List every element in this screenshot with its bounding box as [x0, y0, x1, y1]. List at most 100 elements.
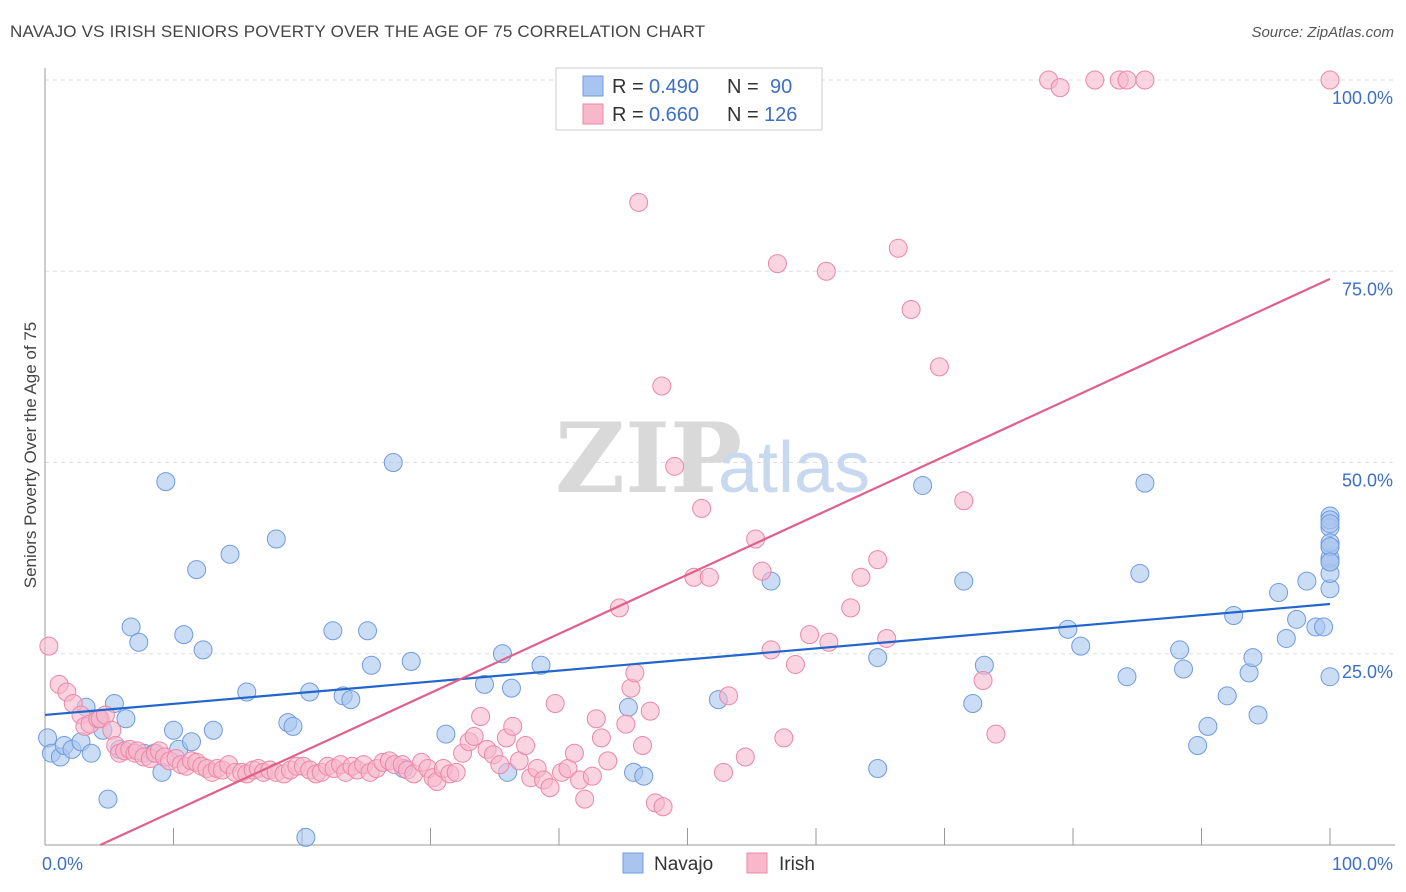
irish-point: [39, 636, 59, 656]
irish-point: [901, 300, 921, 319]
irish-point: [752, 561, 772, 581]
navajo-point: [1248, 705, 1268, 725]
irish-point: [582, 766, 602, 786]
navajo-point: [1198, 716, 1218, 736]
trend-lines: [44, 277, 1331, 846]
watermark-atlas: atlas: [718, 428, 870, 508]
navajo-point: [1320, 667, 1340, 687]
x-tick-label: 0.0%: [42, 854, 83, 874]
navajo-point: [361, 655, 381, 675]
irish-point: [713, 762, 733, 782]
navajo-point: [436, 724, 456, 744]
y-tick-label: 50.0%: [1342, 471, 1393, 491]
irish-point: [616, 714, 636, 734]
navajo-point: [341, 690, 361, 710]
navajo-point: [1217, 686, 1237, 706]
irish-point: [954, 491, 974, 511]
gridlines: [45, 79, 1395, 655]
bottom-legend-swatch-navajo: [622, 852, 644, 874]
irish-point: [1135, 70, 1155, 90]
navajo-point: [129, 632, 149, 652]
navajo-point: [954, 571, 974, 591]
navajo-point: [1174, 659, 1194, 679]
legend-r-label-irish: R =: [612, 104, 644, 126]
irish-point: [652, 376, 672, 396]
navajo-point: [531, 655, 551, 675]
navajo-point: [283, 716, 303, 736]
legend-r-value-navajo: 0.490: [649, 76, 699, 98]
navajo-point: [174, 625, 194, 645]
navajo-point: [121, 617, 141, 637]
navajo-point: [181, 732, 201, 752]
navajo-point: [1320, 552, 1340, 572]
navajo-point: [164, 720, 183, 740]
irish-point: [800, 625, 820, 645]
irish-point: [598, 751, 618, 771]
watermark: ZIP atlas: [555, 402, 870, 515]
navajo-point: [98, 789, 118, 809]
navajo-point: [323, 621, 343, 641]
watermark-zip: ZIP: [555, 402, 742, 515]
bottom-legend: Navajo Irish: [622, 852, 815, 875]
y-tick-label: 25.0%: [1342, 662, 1393, 682]
irish-point: [699, 567, 719, 587]
navajo-point: [474, 674, 494, 694]
bottom-legend-label-navajo: Navajo: [654, 854, 713, 875]
irish-point: [503, 716, 523, 736]
navajo-point: [156, 472, 176, 492]
legend-r-label-navajo: R =: [612, 76, 644, 98]
irish-point: [888, 238, 908, 258]
navajo-point: [296, 827, 316, 847]
irish-point: [761, 640, 781, 660]
irish-point: [516, 736, 536, 756]
bottom-legend-swatch-irish: [746, 852, 768, 874]
navajo-point: [1314, 617, 1334, 637]
source-label: Source: ZipAtlas.com: [1251, 24, 1394, 41]
navajo-point: [963, 693, 983, 713]
x-tick-label: 100.0%: [1332, 854, 1393, 874]
irish-point: [653, 797, 673, 817]
irish-point: [471, 706, 491, 726]
legend-box: R = 0.490 N = 90 R = 0.660 N = 126: [555, 67, 823, 131]
navajo-point: [1135, 473, 1155, 493]
navajo-point: [868, 648, 888, 668]
navajo-trend-line: [44, 602, 1331, 717]
irish-point: [446, 762, 466, 782]
irish-point: [545, 693, 565, 713]
navajo-point: [868, 759, 888, 778]
navajo-point: [1170, 640, 1190, 660]
navajo-point: [266, 529, 286, 549]
irish-point: [692, 498, 712, 518]
navajo-point: [401, 651, 421, 671]
bottom-legend-label-irish: Irish: [779, 854, 815, 875]
navajo-point: [1117, 667, 1137, 687]
irish-point: [929, 357, 949, 377]
legend-n-value-navajo: 90: [770, 76, 792, 98]
navajo-point: [383, 453, 403, 472]
navajo-point: [203, 720, 223, 740]
navajo-point: [1269, 583, 1289, 603]
irish-point: [640, 701, 660, 721]
navajo-points: [38, 453, 1340, 847]
navajo-point: [187, 560, 207, 580]
irish-point: [633, 736, 653, 756]
irish-point: [851, 567, 871, 587]
legend-n-label-irish: N =: [727, 104, 759, 126]
navajo-point: [220, 544, 240, 564]
irish-point: [464, 726, 484, 746]
irish-point: [591, 728, 611, 748]
irish-point: [767, 254, 787, 274]
irish-point: [1320, 70, 1340, 90]
navajo-point: [1243, 648, 1263, 668]
navajo-point: [1320, 514, 1340, 534]
irish-point: [1117, 70, 1137, 90]
irish-point: [868, 550, 888, 570]
irish-point: [816, 261, 836, 281]
y-axis-label: Seniors Poverty Over the Age of 75: [21, 322, 40, 588]
legend-n-value-irish: 126: [764, 104, 797, 126]
irish-point: [490, 755, 510, 775]
irish-point: [841, 598, 861, 618]
y-tick-label: 75.0%: [1342, 279, 1393, 299]
irish-point: [564, 743, 584, 763]
